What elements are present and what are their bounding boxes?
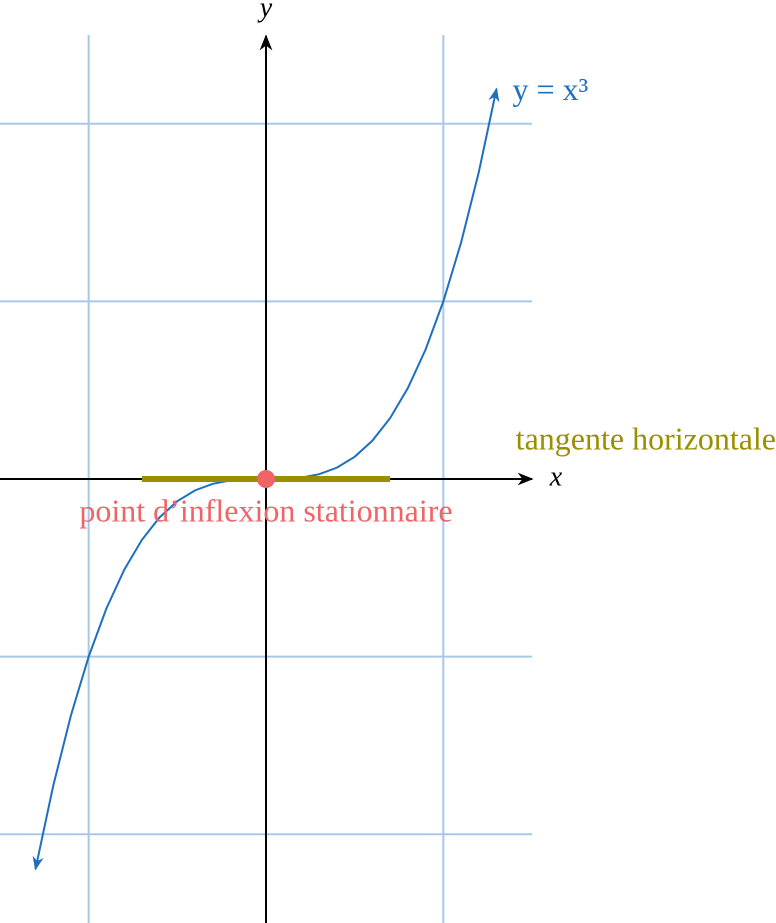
- legend-label: y = x³: [513, 71, 589, 107]
- x-axis-label: x: [549, 461, 563, 492]
- tangent-label: tangente horizontale: [516, 420, 776, 456]
- point-label: point d’inflexion stationnaire: [79, 492, 452, 528]
- y-axis-label: y: [257, 0, 273, 23]
- inflection-point: [257, 470, 275, 488]
